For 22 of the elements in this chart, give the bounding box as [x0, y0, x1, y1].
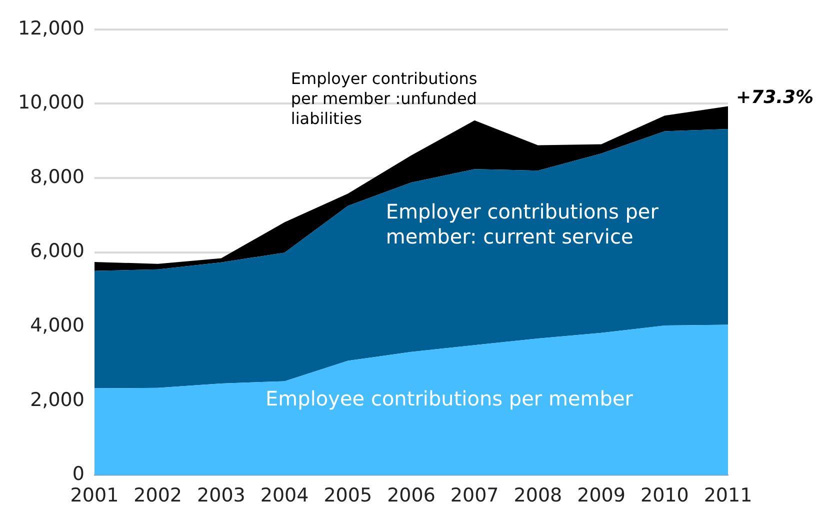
x-tick-label: 2006 [387, 484, 436, 507]
x-tick-label: 2005 [324, 484, 372, 507]
x-tick-label: 2008 [514, 484, 562, 507]
y-tick-label: 4,000 [30, 314, 84, 337]
x-tick-label: 2011 [704, 484, 752, 507]
x-tick-label: 2009 [577, 484, 626, 507]
y-tick-label: 12,000 [18, 17, 84, 40]
y-tick-label: 8,000 [30, 166, 84, 188]
y-tick-label: 10,000 [18, 92, 84, 114]
x-tick-label: 2004 [260, 484, 309, 507]
x-tick-label: 2007 [450, 484, 499, 507]
series-label: Employer contributions per member :unfunded liabilities [290, 68, 478, 128]
y-tick-label: 2,000 [30, 388, 84, 411]
x-tick-label: 2003 [197, 484, 246, 507]
series-label: Employer contributions per member: current service [386, 199, 660, 248]
x-tick-label: 2010 [640, 484, 689, 507]
y-tick-label: 0 [72, 463, 84, 486]
x-tick-label: 2001 [70, 484, 119, 507]
text: +73.3% [736, 86, 814, 108]
series-label: Employee contributions per member [266, 386, 634, 411]
y-tick-label: 6,000 [30, 240, 84, 262]
x-tick-label: 2002 [134, 484, 182, 507]
